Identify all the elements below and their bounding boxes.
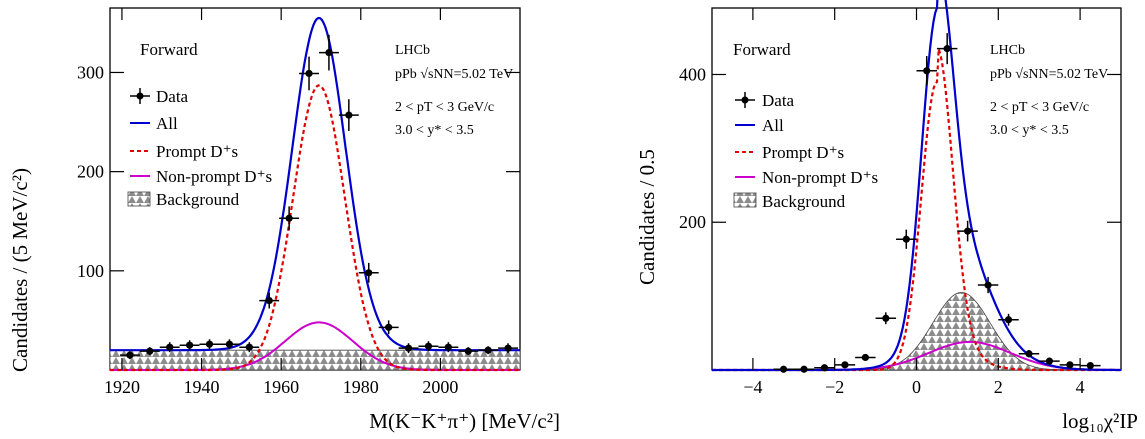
data-point [793, 365, 815, 373]
data-point [936, 33, 958, 65]
data-point [896, 229, 917, 249]
x-tick-label: 2 [994, 377, 1003, 397]
data-point [239, 342, 260, 353]
data-point [814, 364, 835, 372]
data-point [1039, 357, 1060, 365]
annotation-lhcb: LHCb [395, 43, 430, 58]
data-point [916, 56, 937, 86]
chart-left: 1920 1940 1960 1980 2000 100 200 300 M(K⁻K⁺π⁺)… [8, 7, 560, 433]
x-tick-label: 0 [912, 377, 921, 397]
all-curve-left [110, 16, 520, 352]
x-axis-label-right: log₁₀χ²IP [1062, 409, 1138, 433]
data-point [977, 276, 999, 294]
annotation-energy: pPb √sNN=5.02 TeV [395, 67, 513, 82]
data-point [1018, 350, 1040, 358]
x-axis-label-left: M(K⁻K⁺π⁺) [MeV/c²] [369, 409, 560, 433]
data-point [279, 206, 300, 231]
x-tick-label: 1980 [343, 377, 379, 397]
prompt-curve-right [712, 48, 1121, 372]
x-ticks-left: 1920 1940 1960 1980 2000 [104, 8, 458, 397]
data-point [875, 312, 897, 325]
x-tick-label: 4 [1076, 377, 1085, 397]
x-ticks-right: −4 −2 0 2 4 [743, 8, 1085, 397]
data-point [159, 342, 180, 353]
legend-all: All [156, 114, 178, 133]
data-point [773, 365, 794, 373]
legend-nonprompt: Non-prompt D⁺s [156, 167, 272, 186]
data-point [834, 361, 856, 369]
data-points-left [119, 34, 519, 360]
data-point [478, 346, 499, 355]
data-point [398, 343, 419, 354]
data-point [418, 341, 439, 352]
data-point [179, 340, 200, 351]
data-point [139, 347, 160, 356]
x-tick-label: −4 [743, 377, 762, 397]
annotation-energy-right: pPb √sNN=5.02 TeV [990, 67, 1108, 82]
data-point [1080, 361, 1101, 370]
annotation-lhcb-right: LHCb [990, 43, 1025, 58]
legend-prompt-right: Prompt D⁺s [762, 143, 844, 162]
annotation-pt-right: 2 < pT < 3 GeV/c [990, 100, 1089, 115]
legend-all-right: All [762, 116, 784, 135]
annotation-pt: 2 < pT < 3 GeV/c [395, 100, 494, 115]
data-point [199, 339, 220, 350]
y-tick-label: 200 [679, 212, 706, 232]
y-tick-label: 200 [77, 162, 104, 182]
legend-background: Background [156, 190, 240, 209]
data-point [299, 56, 319, 91]
y-ticks-left: 100 200 300 [77, 62, 520, 281]
y-tick-label: 300 [77, 62, 104, 82]
data-point [219, 339, 240, 350]
data-point [318, 34, 339, 71]
data-point [957, 220, 978, 242]
data-point [498, 343, 519, 354]
x-tick-label: −2 [825, 377, 844, 397]
plot-frame-left [109, 7, 521, 371]
data-point [119, 351, 140, 360]
data-point [998, 313, 1019, 326]
data-point [438, 342, 459, 353]
legend-prompt: Prompt D⁺s [156, 142, 238, 161]
background-area-left [109, 349, 521, 371]
annotation-left: LHCb pPb √sNN=5.02 TeV 2 < pT < 3 GeV/c … [395, 43, 513, 138]
legend-right: Data All Prompt D⁺s Non-prompt D⁺s Backg… [733, 91, 878, 211]
data-points-right [773, 33, 1101, 373]
region-label-left: Forward [140, 40, 198, 59]
x-tick-label: 1940 [184, 377, 220, 397]
y-tick-label: 100 [77, 261, 104, 281]
chart-right: −4 −2 0 2 4 200 400 log₁₀χ²IP Candidates / 0.… [635, 0, 1138, 433]
x-tick-label: 1920 [104, 377, 140, 397]
data-point [378, 320, 399, 335]
legend-nonprompt-right: Non-prompt D⁺s [762, 168, 878, 187]
data-point [1059, 361, 1081, 369]
y-tick-label: 400 [679, 64, 706, 84]
data-point [358, 262, 379, 283]
legend-data: Data [156, 87, 189, 106]
y-ticks-right: 200 400 [679, 64, 1121, 232]
data-point [259, 292, 280, 309]
annotation-rapidity-right: 3.0 < y* < 3.5 [990, 123, 1069, 138]
plot-frame-right [711, 7, 1122, 371]
y-axis-label-right: Candidates / 0.5 [635, 149, 659, 285]
data-point [338, 99, 359, 131]
region-label-right: Forward [733, 40, 791, 59]
x-tick-label: 1960 [263, 377, 299, 397]
y-axis-label-left: Candidates / (5 MeV/c²) [8, 168, 32, 372]
annotation-rapidity: 3.0 < y* < 3.5 [395, 123, 474, 138]
legend-data-right: Data [762, 91, 795, 110]
annotation-right: LHCb pPb √sNN=5.02 TeV 2 < pT < 3 GeV/c … [990, 43, 1108, 138]
legend-left: Data All Prompt D⁺s Non-prompt D⁺s Backg… [127, 87, 272, 209]
legend-background-right: Background [762, 192, 846, 211]
prompt-curve-left [110, 84, 520, 372]
data-point [458, 347, 479, 356]
x-tick-label: 2000 [422, 377, 458, 397]
data-point [855, 353, 876, 362]
